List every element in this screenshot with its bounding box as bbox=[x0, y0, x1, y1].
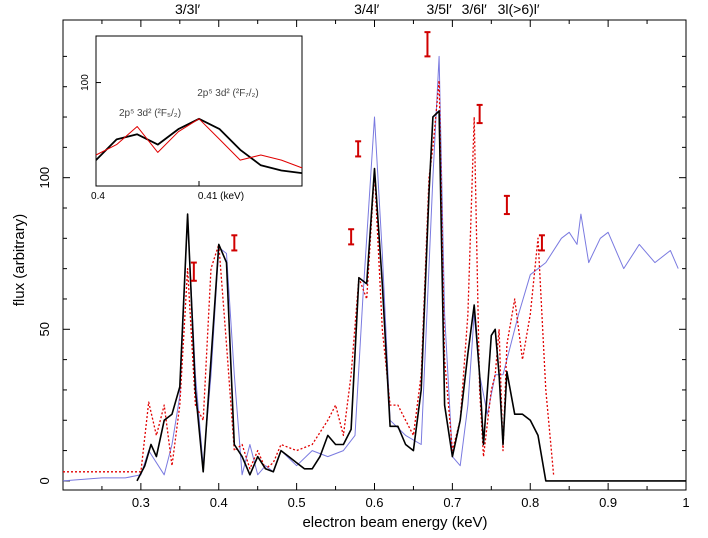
x-tick-label: 0.9 bbox=[599, 495, 617, 510]
x-tick-label: 0.4 bbox=[210, 495, 228, 510]
inset-label-f72: 2p⁵ 3d² (²F₇/₂) bbox=[197, 88, 258, 99]
y-tick-label: 50 bbox=[37, 322, 52, 336]
region-label: 3/4l′ bbox=[354, 1, 380, 17]
y-axis-title: flux (arbitrary) bbox=[11, 214, 28, 307]
y-tick-label: 100 bbox=[37, 167, 52, 189]
x-tick-label: 0.3 bbox=[132, 495, 150, 510]
region-labels-group: 3/3l′ 3/4l′ 3/5l′ 3/6l′ 3l(>6)l′ bbox=[175, 1, 540, 17]
x-tick-label: 0.7 bbox=[443, 495, 461, 510]
region-label: 3/3l′ bbox=[175, 1, 201, 17]
series-line-0 bbox=[136, 110, 686, 482]
x-tick-label: 0.6 bbox=[365, 495, 383, 510]
region-label: 3l(>6)l′ bbox=[498, 1, 540, 17]
x-tick-label: 0.5 bbox=[288, 495, 306, 510]
y-tick-label: 0 bbox=[37, 477, 52, 484]
main-series-group bbox=[62, 55, 686, 482]
inset-chart: 0.4 0.41 (keV) 100 2p⁵ 3d² (²F₇/₂) 2p⁵ 3d² (… bbox=[80, 35, 303, 202]
main-axes: 0.3 0.4 0.5 0.6 0.7 0.8 0.9 1 0 50 100 bbox=[37, 19, 690, 510]
x-axis-title: electron beam energy (keV) bbox=[302, 514, 487, 531]
inset-series-line-1 bbox=[95, 118, 303, 169]
x-tick-label: 0.8 bbox=[521, 495, 539, 510]
region-label: 3/5l′ bbox=[427, 1, 453, 17]
inset-y-tick-label: 100 bbox=[80, 74, 91, 91]
inset-frame bbox=[95, 35, 303, 187]
error-bars-group bbox=[190, 31, 545, 282]
x-tick-label: 1 bbox=[682, 495, 689, 510]
inset-label-f52: 2p⁵ 3d² (²F₅/₂) bbox=[119, 108, 181, 119]
inset-x-tick-label: 0.4 bbox=[91, 191, 105, 202]
region-label: 3/6l′ bbox=[462, 1, 488, 17]
inset-x-tick-label: 0.41 (keV) bbox=[198, 191, 244, 202]
